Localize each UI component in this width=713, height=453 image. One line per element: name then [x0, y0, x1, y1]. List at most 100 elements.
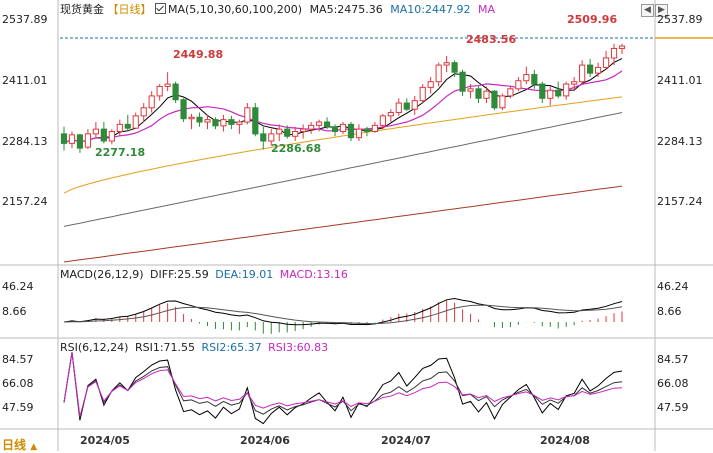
price-axis-left-2: 2411.01	[2, 74, 48, 87]
candle-body	[379, 115, 386, 126]
macd-dea-line	[63, 304, 623, 325]
candle-body	[100, 128, 107, 142]
price-header: 现货黄金 【日线】 MA(5,10,30,60,100,200) MA5:247…	[60, 3, 495, 16]
annotation-low-jun: 2286.68	[271, 142, 322, 155]
moving-average-lines	[63, 58, 623, 263]
prev-arrow-button[interactable]: ◀	[641, 4, 654, 17]
ma5-value: MA5:2475.36	[309, 3, 383, 16]
candle-body	[124, 123, 131, 129]
period-tag[interactable]: 【日线】	[107, 3, 152, 16]
candle-body	[68, 134, 76, 144]
macd-axis-left-1: 46.24	[2, 280, 34, 293]
candle-body	[284, 128, 291, 137]
candle-body	[594, 66, 602, 74]
dropdown-triangle-icon: ▲	[30, 442, 38, 452]
next-arrow-button[interactable]: ▶	[655, 4, 668, 17]
candle-body	[220, 119, 227, 127]
candlesticks	[60, 43, 626, 153]
candle-body	[467, 88, 474, 92]
candle-body	[204, 119, 211, 123]
rsi-header: RSI(6,12,24) RSI1:71.55 RSI2:65.37 RSI3:…	[60, 341, 328, 354]
candle-body	[531, 74, 538, 85]
candle-body	[387, 112, 394, 117]
candle-body	[92, 128, 99, 135]
period-selector-label: 日线	[2, 438, 27, 452]
ma10-value: MA10:2447.92	[390, 3, 471, 16]
candle-body	[156, 85, 163, 97]
date-label-aug: 2024/08	[540, 434, 590, 447]
candle-body	[276, 128, 283, 135]
candle-body	[459, 71, 466, 92]
candle-body	[116, 123, 123, 133]
candle-body	[403, 102, 410, 110]
date-label-jul: 2024/07	[381, 434, 431, 447]
candle-body	[347, 123, 355, 139]
candle-body	[411, 100, 418, 110]
price-axis-right-1: 2537.89	[657, 13, 703, 26]
rsi-params: RSI(6,12,24)	[60, 341, 129, 354]
ma-more-value: MA	[478, 3, 496, 16]
candle-body	[180, 99, 187, 120]
rsi-panel	[63, 352, 623, 425]
candle-body	[547, 89, 554, 99]
rsi-axis-right-3: 47.59	[657, 401, 689, 414]
annotation-low-may: 2277.18	[95, 146, 146, 159]
candle-body	[108, 131, 115, 142]
candle-body	[300, 128, 307, 133]
candle-body	[339, 123, 347, 133]
candle-body	[84, 133, 92, 148]
rsi2-line	[63, 352, 623, 418]
macd-diff-line	[63, 297, 623, 326]
candle-body	[579, 64, 586, 83]
candle-body	[148, 95, 155, 109]
candle-body	[491, 90, 498, 109]
ma-toggle-checkbox[interactable]	[155, 3, 166, 14]
candle-body	[315, 121, 323, 126]
macd-panel	[63, 297, 623, 334]
ma-params: MA(5,10,30,60,100,200)	[168, 3, 303, 16]
candle-body	[563, 83, 570, 97]
rsi1-line	[63, 352, 623, 425]
candle-body	[140, 107, 147, 117]
candle-body	[292, 131, 299, 137]
macd-axis-right-1: 46.24	[657, 280, 689, 293]
candle-body	[172, 83, 179, 101]
candle-body	[435, 64, 442, 83]
price-axis-right-4: 2157.24	[657, 195, 703, 208]
candle-body	[363, 128, 371, 133]
macd-params: MACD(26,12,9)	[60, 268, 144, 281]
rsi2-value: RSI2:65.37	[201, 341, 262, 354]
macd-diff: DIFF:25.59	[150, 268, 209, 281]
price-axis-left-3: 2284.13	[2, 135, 48, 148]
rsi-axis-right-2: 66.08	[657, 377, 689, 390]
candle-body	[539, 83, 546, 99]
date-label-jun: 2024/06	[240, 434, 290, 447]
candle-body	[555, 89, 562, 97]
ma100-line	[63, 185, 623, 263]
candle-body	[196, 116, 203, 123]
candle-body	[355, 128, 363, 139]
annotation-high-jul: 2483.56	[466, 33, 517, 46]
candle-body	[252, 107, 259, 135]
macd-value: MACD:13.16	[279, 268, 348, 281]
candle-body	[188, 116, 195, 120]
period-selector-button[interactable]: 日线 ▲	[2, 436, 37, 453]
candle-body	[308, 124, 315, 130]
candle-body	[483, 90, 490, 99]
date-label-may: 2024/05	[80, 434, 130, 447]
rsi-axis-left-2: 66.08	[2, 377, 34, 390]
candle-body	[228, 119, 235, 125]
candle-body	[419, 86, 426, 102]
macd-header: MACD(26,12,9) DIFF:25.59 DEA:19.01 MACD:…	[60, 268, 348, 281]
candle-body	[331, 126, 339, 133]
candle-body	[443, 62, 450, 66]
candle-body	[571, 81, 578, 85]
price-axis-left-1: 2537.89	[2, 13, 48, 26]
price-axis-left-4: 2157.24	[2, 195, 48, 208]
ma60-line	[63, 112, 623, 227]
rsi3-line	[63, 352, 623, 417]
candle-body	[260, 133, 267, 142]
candle-body	[395, 102, 402, 114]
